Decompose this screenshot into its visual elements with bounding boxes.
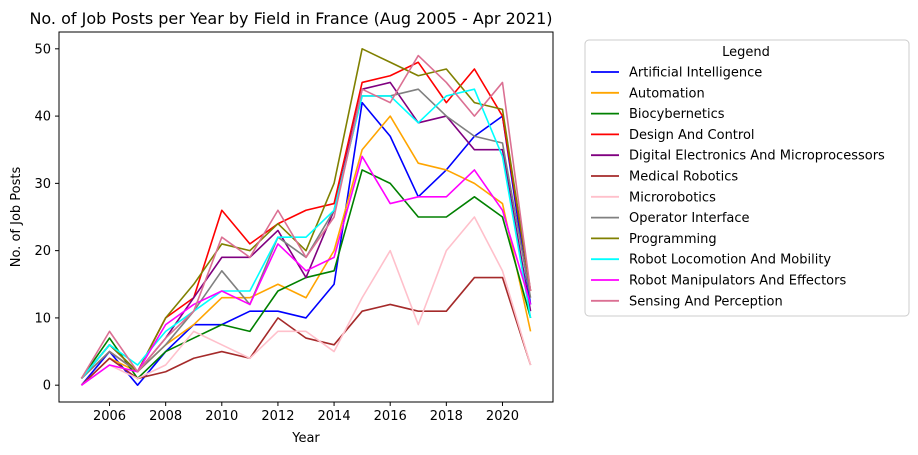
legend-label: Medical Robotics (629, 170, 738, 185)
x-axis-label: Year (291, 431, 320, 446)
series-lines (80, 48, 532, 386)
x-tick-label: 2020 (486, 409, 519, 424)
legend-item: Programming (591, 232, 717, 247)
series-line-artificial-intelligence (80, 101, 532, 386)
series-line-robot-manipulators-and-effectors (80, 155, 532, 386)
legend-label: Digital Electronics And Microprocessors (629, 149, 885, 164)
legend-box (584, 39, 910, 317)
legend-item: Artificial Intelligence (591, 66, 762, 81)
legend-item: Operator Interface (591, 211, 750, 226)
series-line-programming (80, 48, 532, 379)
series-line-microrobotics (80, 216, 532, 386)
legend-label: Programming (629, 232, 717, 247)
y-tick-label: 20 (34, 244, 51, 259)
x-tick-label: 2010 (205, 409, 238, 424)
legend-label: Biocybernetics (629, 107, 725, 122)
legend-label: Design And Control (629, 128, 755, 143)
y-tick-label: 0 (43, 379, 51, 394)
series-line-robot-locomotion-and-mobility (80, 88, 532, 379)
legend-item: Design And Control (591, 128, 755, 143)
x-tick-label: 2006 (93, 409, 126, 424)
legend-label: Microrobotics (629, 190, 716, 205)
y-axis-label: No. of Job Posts (9, 167, 24, 268)
series-line-operator-interface (80, 88, 532, 380)
x-tick-label: 2018 (430, 409, 463, 424)
y-axis: 0 10 20 30 40 50 (34, 42, 59, 394)
legend-item: Robot Manipulators And Effectors (591, 274, 846, 289)
y-tick-label: 10 (34, 311, 51, 326)
x-tick-label: 2008 (149, 409, 182, 424)
series-line-sensing-and-perception (80, 54, 532, 379)
legend-label: Artificial Intelligence (629, 66, 762, 81)
legend-item: Medical Robotics (591, 170, 738, 185)
legend-label: Operator Interface (629, 211, 750, 226)
legend-item: Microrobotics (591, 190, 716, 205)
legend-label: Sensing And Perception (629, 294, 783, 309)
legend-item: Automation (591, 86, 705, 101)
x-axis: 2006 2008 2010 2012 2014 2016 2018 2020 (93, 402, 519, 424)
legend-label: Robot Manipulators And Effectors (629, 274, 846, 289)
chart-title: No. of Job Posts per Year by Field in Fr… (29, 9, 552, 28)
legend-item: Digital Electronics And Microprocessors (591, 149, 885, 164)
y-tick-label: 30 (34, 177, 51, 192)
legend-item: Robot Locomotion And Mobility (591, 253, 831, 268)
x-tick-label: 2012 (261, 409, 294, 424)
y-tick-label: 40 (34, 110, 51, 125)
series-line-biocybernetics (80, 169, 532, 380)
legend-label: Robot Locomotion And Mobility (629, 253, 831, 268)
series-line-medical-robotics (80, 276, 532, 386)
x-tick-label: 2016 (374, 409, 407, 424)
plot-frame (58, 31, 554, 403)
legend-item: Sensing And Perception (591, 294, 783, 309)
legend-label: Automation (629, 86, 705, 101)
legend-title: Legend (722, 45, 770, 60)
legend: Legend Artificial Intelligence Automation… (584, 39, 910, 317)
y-tick-label: 50 (34, 42, 51, 57)
legend-item: Biocybernetics (591, 107, 725, 122)
x-tick-label: 2014 (318, 409, 351, 424)
